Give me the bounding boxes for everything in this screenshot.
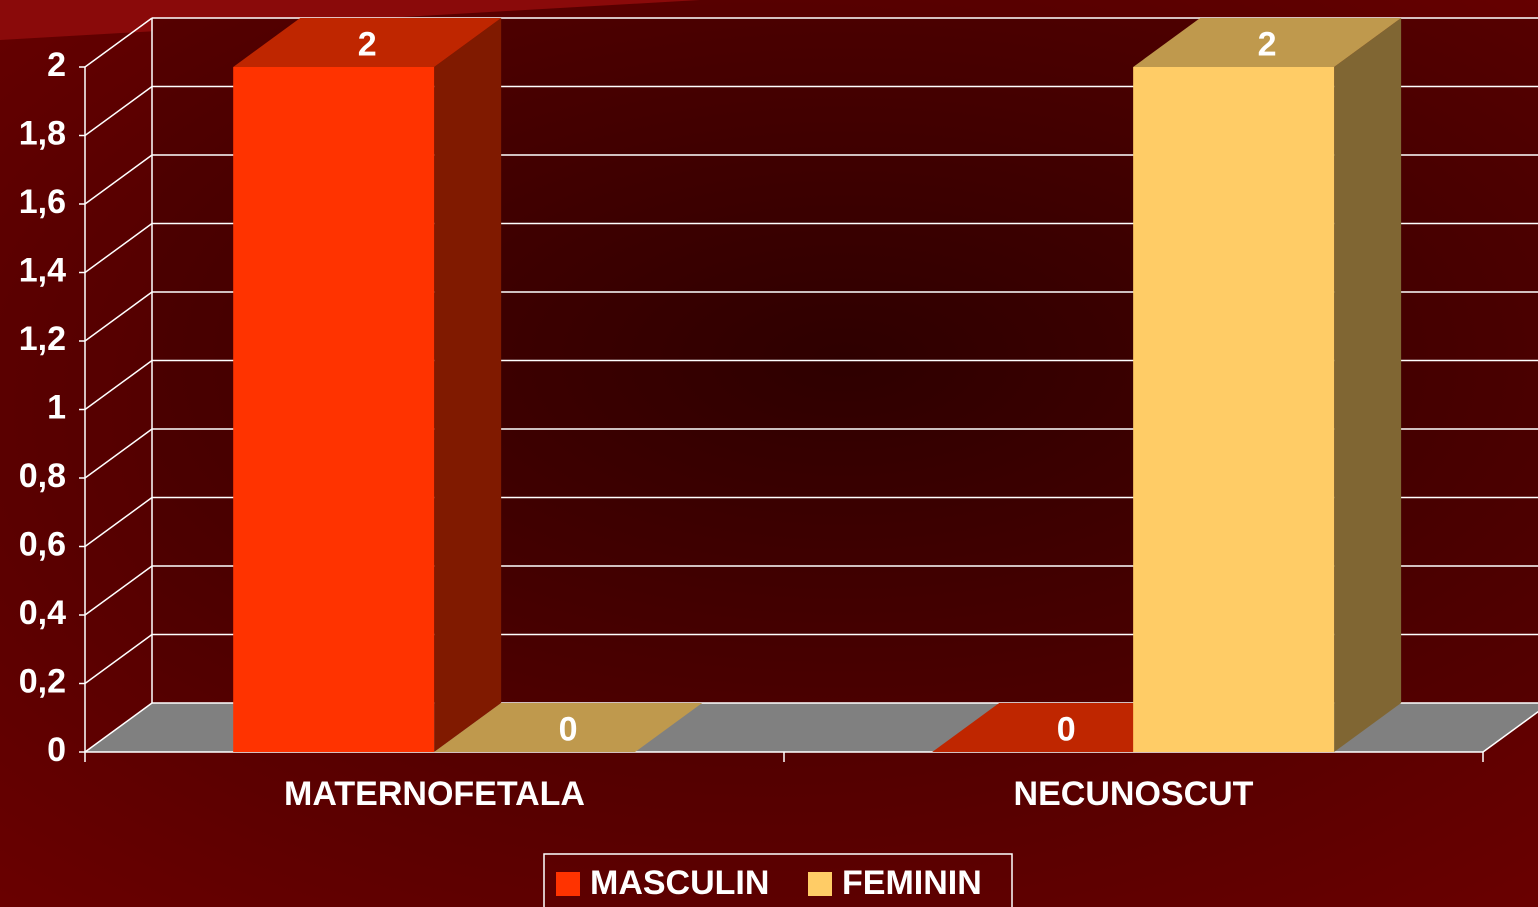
value-label: 0 [559, 710, 578, 748]
bar [233, 67, 435, 752]
legend-swatch [808, 872, 832, 896]
grid-line-side [84, 633, 153, 685]
grid-line-side [84, 222, 153, 274]
floor-edge [1482, 710, 1538, 753]
bar-side [1334, 18, 1402, 752]
grid-line-side [84, 85, 153, 137]
legend-box [543, 853, 1013, 907]
legend-label: MASCULIN [590, 864, 769, 902]
grid-line-side [84, 702, 153, 753]
bar-top [233, 18, 502, 67]
grid-line-side [84, 154, 153, 205]
grid-line-side [84, 291, 153, 342]
y-tick-label: 1,4 [19, 251, 66, 289]
bar [1133, 67, 1335, 752]
value-label: 2 [1258, 25, 1277, 63]
grid-line-side [84, 496, 153, 548]
y-tick-label: 0 [47, 731, 66, 769]
y-tick-label: 1,6 [19, 183, 66, 221]
grid-line-side [84, 359, 153, 411]
y-tick-label: 1,8 [19, 114, 66, 152]
bar-side [434, 18, 502, 752]
grid-line-side [84, 565, 153, 616]
y-tick-label: 0,6 [19, 525, 66, 563]
value-label: 2 [358, 25, 377, 63]
y-tick-label: 1 [47, 388, 66, 426]
y-tick-label: 0,2 [19, 662, 66, 700]
grid-line-side [84, 428, 153, 479]
legend-label: FEMININ [842, 864, 982, 902]
bar-top [1133, 18, 1402, 67]
grid-line-side [84, 17, 153, 68]
y-tick-label: 1,2 [19, 320, 66, 358]
y-tick-label: 0,8 [19, 457, 66, 495]
y-tick-label: 0,4 [19, 594, 66, 632]
x-tick-label: NECUNOSCUT [1014, 775, 1254, 813]
bar-top [434, 703, 703, 752]
value-label: 0 [1057, 710, 1076, 748]
legend-swatch [556, 872, 580, 896]
x-tick-label: MATERNOFETALA [284, 775, 585, 813]
y-tick-label: 2 [47, 46, 66, 84]
